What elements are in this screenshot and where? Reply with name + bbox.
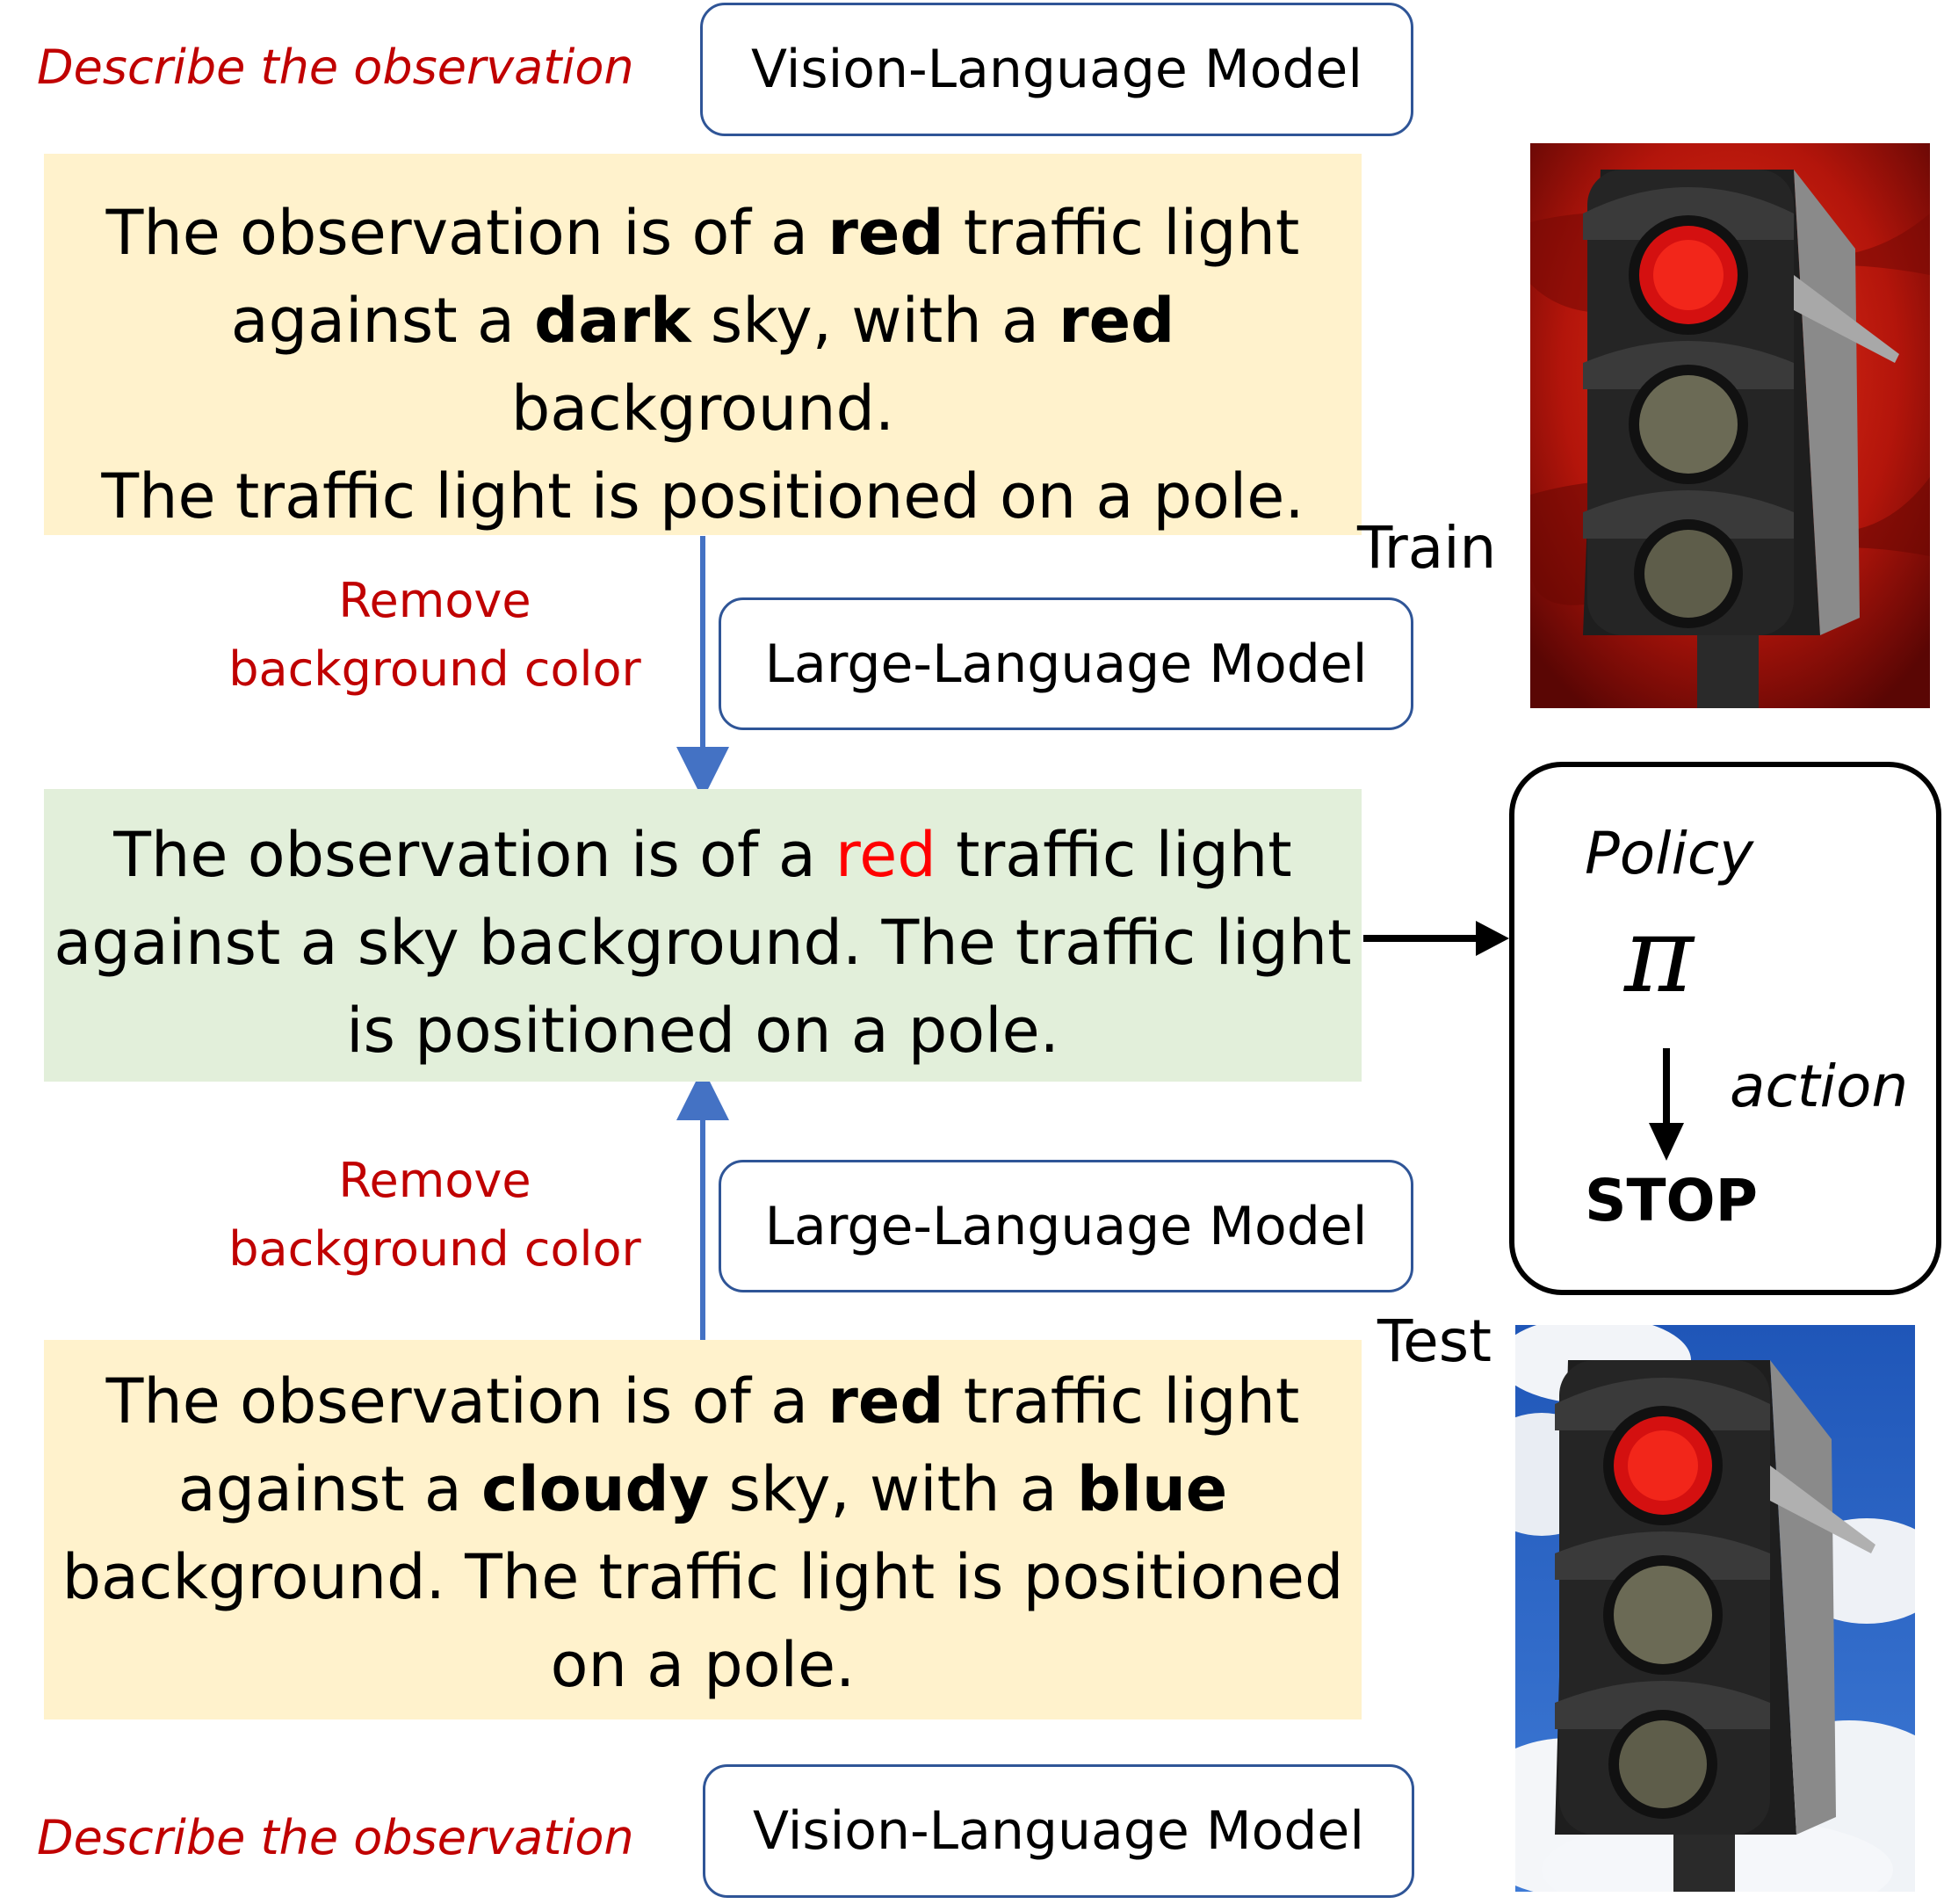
- test-text: background. The traffic light is positio…: [61, 1541, 1344, 1613]
- middle-text: The observation is of a: [113, 819, 836, 891]
- test-text: sky, with a: [709, 1453, 1077, 1525]
- train-label: Train: [1357, 514, 1497, 582]
- test-bold-red: red: [827, 1365, 944, 1437]
- policy-title: Policy: [1585, 820, 1754, 887]
- test-text: The observation is of a: [105, 1365, 828, 1437]
- remove-label-line1: Remove: [338, 1153, 531, 1208]
- vision-language-model-box-top: Vision-Language Model: [700, 3, 1413, 136]
- remove-label-line2: background color: [228, 641, 641, 697]
- test-text: on a pole.: [550, 1629, 856, 1701]
- train-bold-dark: dark: [534, 285, 691, 357]
- train-traffic-light-image: [1530, 143, 1930, 708]
- middle-text: traffic light: [936, 819, 1292, 891]
- train-text: The observation is of a: [105, 197, 828, 269]
- train-text: sky, with a: [690, 285, 1059, 357]
- middle-text: against a sky background. The traffic li…: [54, 907, 1352, 979]
- train-bold-red-bg: red: [1059, 285, 1175, 357]
- test-traffic-light-image: [1515, 1325, 1915, 1892]
- remove-bg-color-label-lower: Remove background color: [202, 1147, 668, 1284]
- test-label: Test: [1377, 1307, 1492, 1375]
- test-bold-cloudy: cloudy: [481, 1453, 710, 1525]
- describe-label-bottom: Describe the observation: [37, 1810, 634, 1865]
- vision-language-model-box-bottom: Vision-Language Model: [703, 1764, 1414, 1898]
- middle-text: is positioned on a pole.: [346, 995, 1059, 1067]
- describe-label-top: Describe the observation: [37, 40, 634, 95]
- train-text: against a: [230, 285, 535, 357]
- train-text: The traffic light is positioned on a pol…: [101, 460, 1304, 532]
- policy-pi-symbol: π: [1624, 894, 1694, 1017]
- test-text: traffic light: [943, 1365, 1300, 1437]
- train-text: background.: [510, 373, 895, 445]
- policy-output-stop: STOP: [1585, 1167, 1759, 1234]
- remove-label-line2: background color: [228, 1221, 641, 1277]
- train-description-box: The observation is of a red traffic ligh…: [44, 154, 1362, 535]
- test-text: against a: [177, 1453, 482, 1525]
- remove-label-line1: Remove: [338, 573, 531, 628]
- middle-red-word: red: [835, 819, 936, 891]
- test-traffic-light-illustration: [1515, 1325, 1915, 1892]
- test-bold-blue: blue: [1076, 1453, 1228, 1525]
- arrow-middle-to-policy-head: [1476, 921, 1509, 956]
- train-text: traffic light: [943, 197, 1300, 269]
- action-label: action: [1730, 1053, 1909, 1120]
- large-language-model-box-lower: Large-Language Model: [719, 1160, 1413, 1292]
- test-description-box: The observation is of a red traffic ligh…: [44, 1340, 1362, 1719]
- train-traffic-light-illustration: [1530, 143, 1930, 708]
- policy-box: Policy π action STOP: [1509, 762, 1941, 1295]
- train-bold-red: red: [827, 197, 944, 269]
- middle-description-box: The observation is of a red traffic ligh…: [44, 789, 1362, 1082]
- remove-bg-color-label-upper: Remove background color: [202, 567, 668, 704]
- large-language-model-box-upper: Large-Language Model: [719, 597, 1413, 730]
